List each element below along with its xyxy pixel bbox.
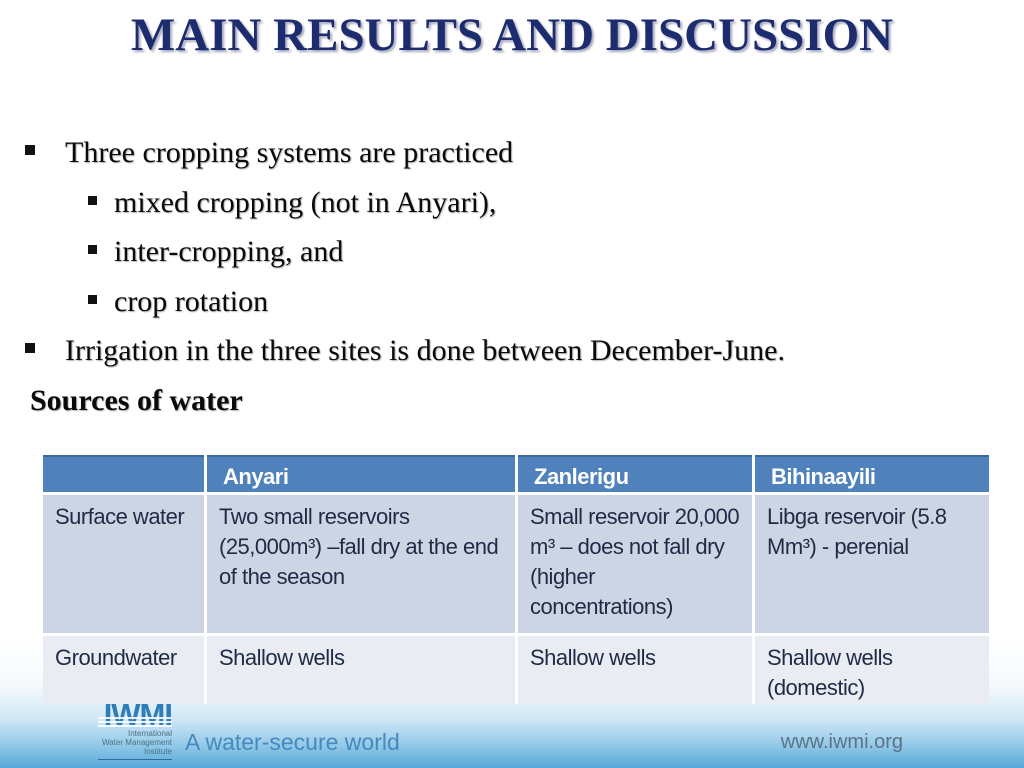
cell-ground-bihinaayili: Shallow wells (domestic) (755, 636, 989, 704)
bullet-text: Three cropping systems are practiced (65, 136, 514, 169)
iwmi-wordmark: IWMI (98, 699, 173, 730)
logo-subtext-line: Water Management (102, 738, 172, 747)
bullet-square-icon (88, 245, 97, 254)
bullet-text: inter-cropping, and (114, 235, 344, 268)
cell-surface-anyari: Two small reservoirs (25,000m³) –fall dr… (207, 495, 515, 633)
iwmi-logo-subtext: International Water Management Institute (98, 729, 172, 760)
bullet-item: Irrigation in the three sites is done be… (0, 326, 1024, 376)
slide-title: MAIN RESULTS AND DISCUSSION (130, 9, 894, 61)
bullet-text: Irrigation in the three sites is done be… (65, 334, 785, 367)
bullet-square-icon (25, 145, 35, 155)
row-label-groundwater: Groundwater (43, 636, 204, 704)
table-header-bihinaayili: Bihinaayili (755, 455, 989, 492)
bullet-item: inter-cropping, and (0, 227, 1024, 277)
water-sources-table: Anyari Zanlerigu Bihinaayili Surface wat… (43, 455, 989, 704)
row-label-surface-water: Surface water (43, 495, 204, 633)
water-wave-icon (98, 715, 172, 728)
cell-surface-bihinaayili: Libga reservoir (5.8 Mm³) - perenial (755, 495, 989, 633)
bullet-square-icon (25, 343, 35, 353)
iwmi-logo: IWMI International Water Management Inst… (98, 699, 173, 760)
footer-tagline: A water-secure world (185, 729, 400, 755)
logo-subtext-line: Institute (143, 747, 172, 756)
bullet-item: Three cropping systems are practiced (0, 128, 1024, 178)
bullet-square-icon (88, 294, 97, 304)
footer-website-url: www.iwmi.org (780, 731, 903, 753)
bullet-text: crop rotation (114, 284, 269, 318)
bullet-square-icon (88, 195, 97, 205)
cell-ground-anyari: Shallow wells (207, 636, 515, 704)
bullet-item: mixed cropping (not in Anyari), (0, 178, 1024, 228)
bullet-text: mixed cropping (not in Anyari), (114, 185, 497, 219)
logo-subtext-line: International (127, 729, 172, 738)
bullet-list: Three cropping systems are practiced mix… (0, 128, 1024, 425)
table-header-anyari: Anyari (207, 455, 515, 492)
cell-surface-zanlerigu: Small reservoir 20,000 m³ – does not fal… (518, 495, 752, 633)
section-subheading: Sources of water (30, 383, 243, 417)
cell-ground-zanlerigu: Shallow wells (518, 636, 752, 704)
table-header-zanlerigu: Zanlerigu (518, 455, 752, 492)
table-header-blank (43, 455, 204, 492)
bullet-item: crop rotation (0, 277, 1024, 327)
